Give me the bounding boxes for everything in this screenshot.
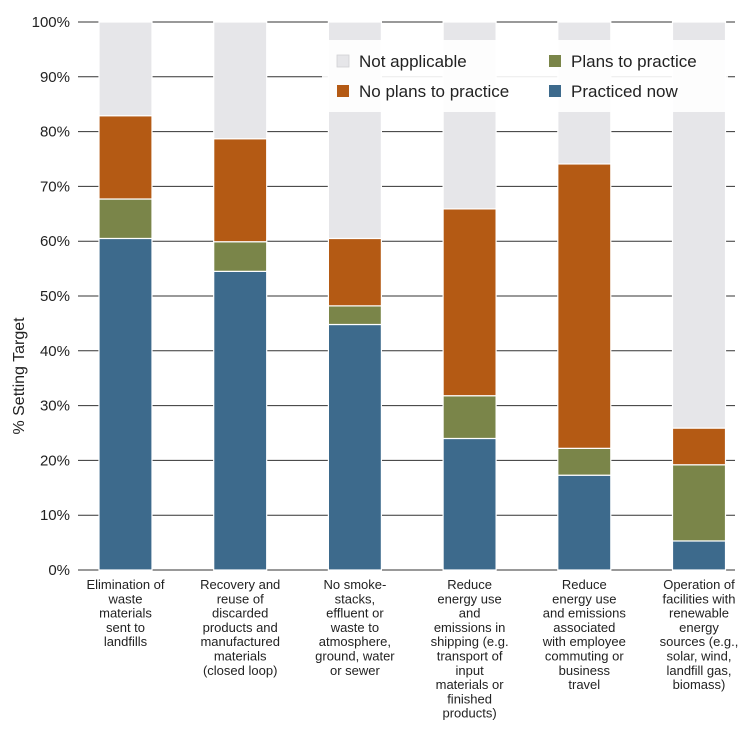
legend-background [322, 40, 728, 112]
bar-segment [98, 237, 153, 571]
bar-segment [442, 437, 497, 571]
bar-stack [213, 21, 268, 571]
legend-label: No plans to practice [359, 82, 509, 101]
bar-segment [98, 198, 153, 240]
y-tick-label: 40% [40, 343, 70, 360]
bar-segment [98, 21, 153, 117]
legend-item: Plans to practice [549, 52, 697, 71]
legend-item: Not applicable [336, 52, 467, 71]
bar-segment [557, 163, 612, 449]
x-tick-label: Elimination of waste materials sent to landf… [86, 577, 164, 649]
y-tick-label: 10% [40, 507, 70, 524]
bar-segment [557, 447, 612, 476]
y-tick-label: 50% [40, 288, 70, 305]
legend-swatch [336, 54, 350, 68]
y-tick-label: 80% [40, 124, 70, 141]
legend-swatch [549, 85, 561, 97]
bar-segment [213, 21, 268, 140]
bar-segment [671, 464, 727, 542]
legend-item: No plans to practice [337, 82, 509, 101]
legend-label: Plans to practice [571, 52, 697, 71]
legend-label: Not applicable [359, 52, 467, 71]
x-tick-label: Recovery and reuse of discarded products an… [200, 577, 280, 678]
bar-segment [671, 427, 727, 466]
legend-label: Practiced now [571, 82, 678, 101]
bar-segment [327, 237, 382, 307]
x-tick-label: Reduce energy use and emissions associated w… [542, 577, 627, 692]
x-tick-label: No smoke-stacks, effluent or waste to atmos… [315, 577, 395, 678]
y-tick-label: 0% [48, 562, 70, 579]
bar-segment [213, 138, 268, 243]
bar-segment [557, 474, 612, 571]
bar-segment [98, 115, 153, 200]
legend-swatch [337, 85, 349, 97]
x-tick-label: Operation of facilities with renewable ener… [660, 577, 739, 692]
bar-segment [213, 241, 268, 272]
y-tick-label: 60% [40, 233, 70, 250]
y-axis-label: % Setting Target [11, 317, 28, 435]
bar-segment [671, 540, 727, 571]
y-tick-labels: 0% 10% 20% 30% 40% 50% 60% 70% 80% 90% 100% [32, 14, 70, 579]
bar-stack [98, 21, 153, 571]
bars [98, 21, 727, 571]
y-tick-label: 90% [40, 69, 70, 86]
y-tick-label: 30% [40, 398, 70, 415]
y-tick-label: 20% [40, 452, 70, 469]
bar-segment [213, 270, 268, 571]
bar-segment [442, 395, 497, 440]
y-tick-label: 70% [40, 178, 70, 195]
x-tick-labels: Elimination of waste materials sent to landf… [86, 577, 738, 721]
bar-segment [327, 323, 382, 571]
x-tick-label: Reduce energy use and emissions in shipping … [431, 577, 509, 721]
legend-swatch [549, 55, 561, 67]
bar-segment [442, 208, 497, 397]
legend-item: Practiced now [549, 82, 678, 101]
bar-segment [327, 305, 382, 326]
y-tick-label: 100% [32, 14, 70, 31]
legend: Not applicable Plans to practice No plans … [322, 40, 728, 112]
